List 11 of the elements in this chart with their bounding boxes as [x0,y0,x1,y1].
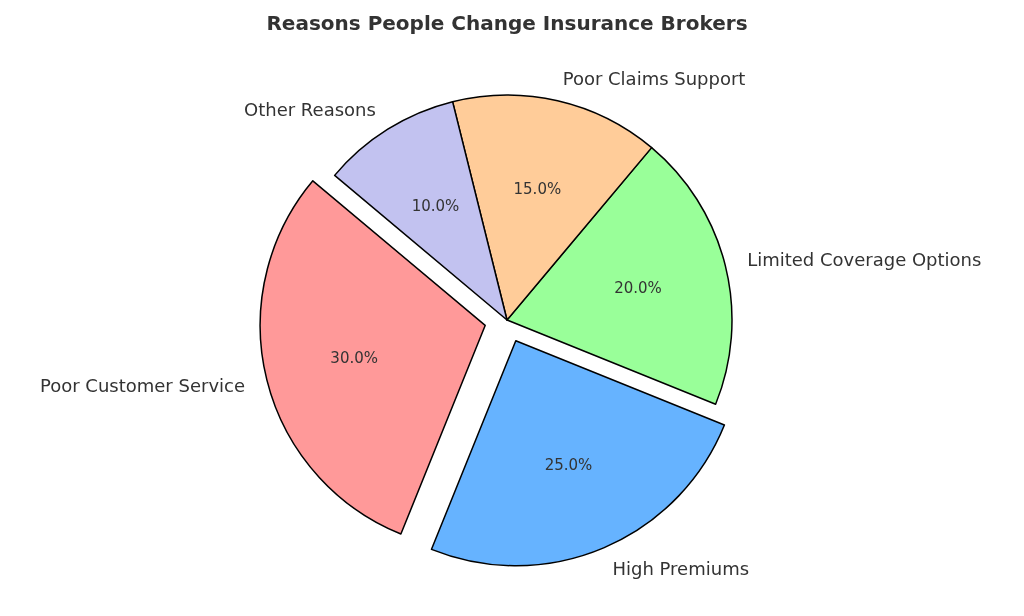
data-label: 25.0% [544,456,593,475]
data-label: 30.0% [330,349,379,368]
slice-label: High Premiums [612,557,750,579]
data-label: 10.0% [411,196,460,215]
chart-title: Reasons People Change Insurance Brokers [266,11,748,35]
data-label: 20.0% [614,278,662,297]
slice-label: Poor Claims Support [562,68,746,90]
slice-label: Poor Customer Service [39,374,246,396]
data-label: 15.0% [513,179,562,198]
slice-label: Other Reasons [244,99,376,121]
slice-label: Limited Coverage Options [747,249,982,271]
